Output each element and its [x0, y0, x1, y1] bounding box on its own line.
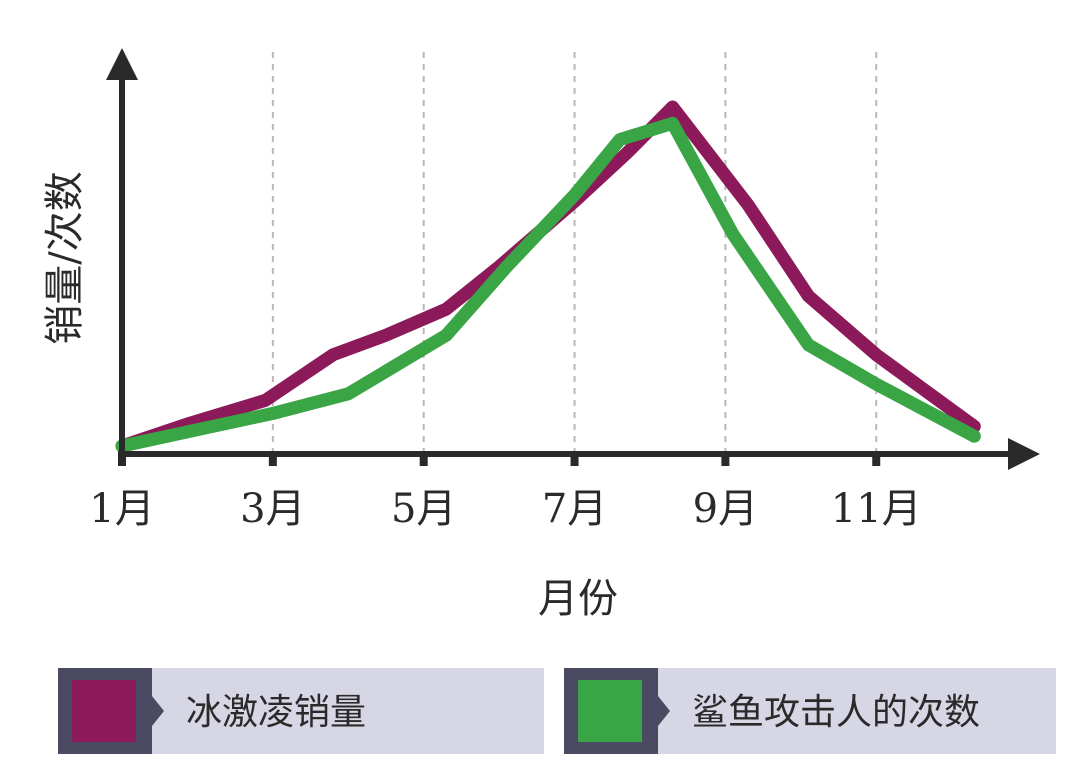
- y-axis-title: 销量/次数: [42, 171, 88, 344]
- x-tick-label-9: 9月: [693, 486, 758, 532]
- y-axis-arrow: [106, 48, 138, 80]
- series-layer: [115, 100, 981, 453]
- x-tick-label-5: 5月: [391, 486, 456, 532]
- legend: 冰激凌销量 鲨鱼攻击人的次数: [58, 668, 1056, 754]
- legend-pointer-ice-cream: [152, 696, 164, 726]
- x-axis-arrow: [1008, 438, 1040, 470]
- x-tick-label-1: 1月: [89, 486, 154, 532]
- legend-label-ice-cream: 冰激凌销量: [186, 692, 366, 733]
- legend-swatch-shark-attacks: [578, 680, 642, 742]
- x-ticks: 1月 3月 5月 7月 9月 11月: [89, 452, 922, 532]
- legend-pointer-shark-attacks: [658, 696, 670, 726]
- legend-swatch-ice-cream: [72, 680, 136, 742]
- x-tick-label-7: 7月: [542, 486, 607, 532]
- x-axis-title: 月份: [538, 576, 618, 622]
- legend-label-shark-attacks: 鲨鱼攻击人的次数: [692, 692, 980, 733]
- series-line-ice-cream: [115, 100, 981, 453]
- axes: [106, 48, 1040, 470]
- legend-item-shark-attacks: 鲨鱼攻击人的次数: [564, 668, 1056, 754]
- series-line-shark-attacks: [115, 116, 981, 453]
- x-tick-label-11: 11月: [831, 486, 922, 532]
- x-tick-label-3: 3月: [240, 486, 305, 532]
- legend-item-ice-cream: 冰激凌销量: [58, 668, 544, 754]
